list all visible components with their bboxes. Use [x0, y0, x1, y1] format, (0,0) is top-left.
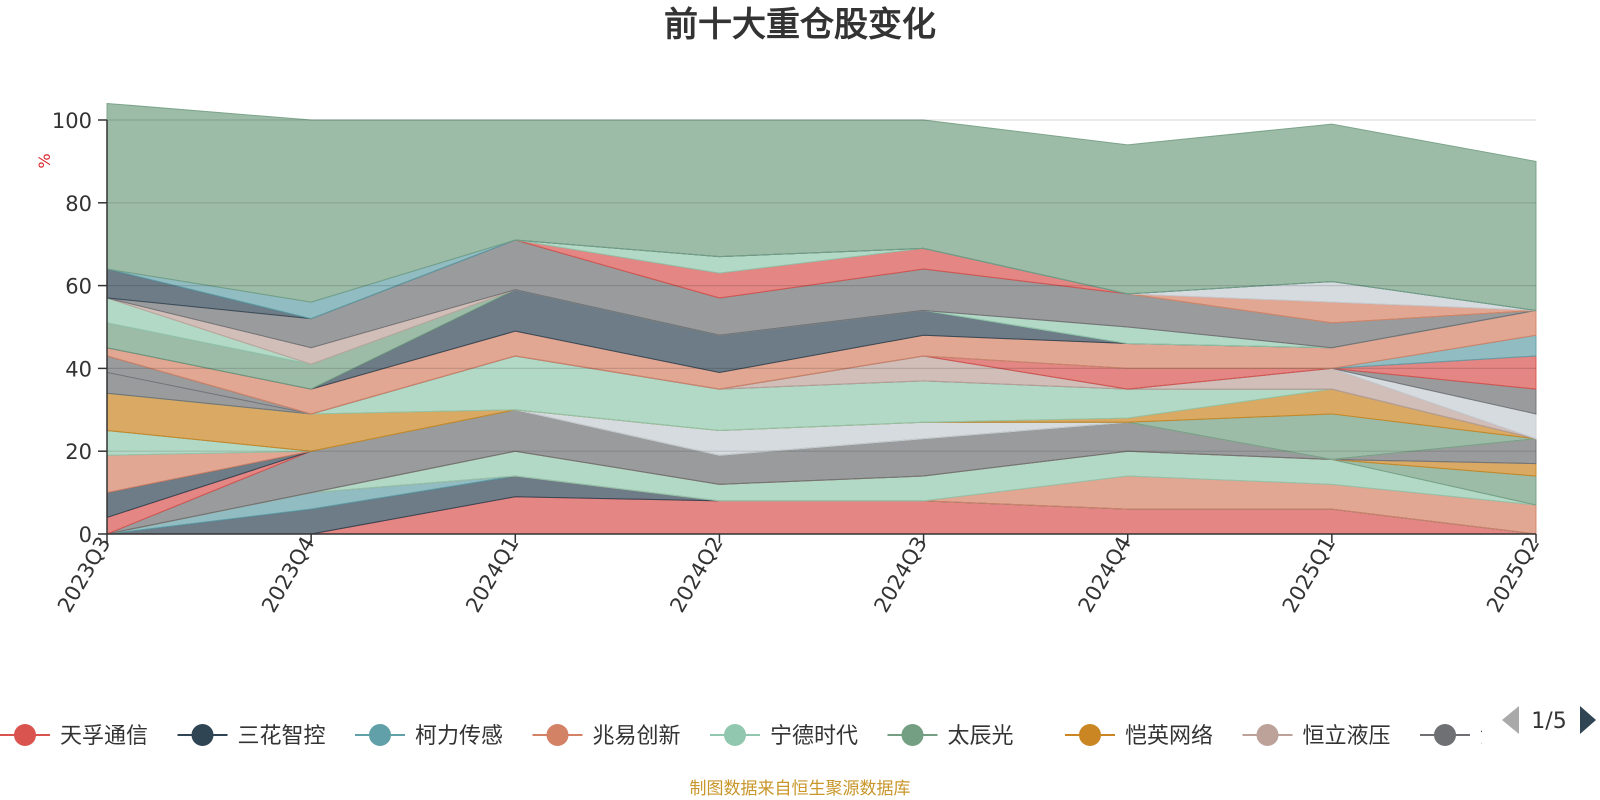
y-tick-label-0: 0 [79, 523, 92, 547]
legend-label: 太辰光 [948, 724, 1014, 749]
legend-item-8[interactable]: 恒立液压 [1242, 724, 1391, 749]
legend-next-icon[interactable] [1580, 706, 1596, 734]
legend-label: 恺英网络 [1125, 724, 1213, 749]
y-tick-label-20: 20 [65, 440, 92, 464]
legend-item-1[interactable]: 天孚通信 [0, 724, 148, 749]
legend-label: 天孚通信 [60, 724, 148, 749]
chart-title: 前十大重仓股变化 [664, 5, 936, 45]
legend-marker-icon [191, 724, 214, 746]
legend-item-2[interactable]: 三花智控 [177, 724, 326, 749]
legend-item-6[interactable]: 太辰光 [887, 724, 1014, 749]
legend-marker-icon [901, 724, 924, 746]
legend-label: 兆易创新 [593, 724, 681, 749]
legend-item-7[interactable]: 恺英网络 [1065, 724, 1213, 749]
x-tick-label-2024Q4: 2024Q4 [1074, 533, 1136, 617]
legend-page-indicator: 1/5 [1531, 709, 1566, 734]
x-tick-label-2023Q4: 2023Q4 [257, 533, 319, 617]
y-tick-label-80: 80 [65, 192, 92, 216]
legend-marker-icon [1256, 724, 1279, 746]
x-tick-label-2025Q2: 2025Q2 [1482, 533, 1544, 617]
x-tick-label-2024Q1: 2024Q1 [461, 533, 523, 617]
data-source-note: 制图数据来自恒生聚源数据库 [690, 779, 911, 799]
legend-item-4[interactable]: 兆易创新 [532, 724, 681, 749]
y-tick-label-100: 100 [52, 109, 92, 133]
legend-label: 沪电股份 [1480, 724, 1568, 749]
legend-label: 恒立液压 [1303, 724, 1391, 749]
legend-item-5[interactable]: 宁德时代 [710, 724, 858, 749]
legend-marker-icon [369, 724, 391, 746]
legend-label: 柯力传感 [415, 724, 503, 749]
legend: 天孚通信 三花智控 柯力传感 兆易创新 宁德时代 太辰光 恺英网络 恒立液压 沪电股份 [0, 724, 1568, 749]
legend-marker-icon [1434, 724, 1456, 746]
legend-items: 天孚通信 三花智控 柯力传感 兆易创新 宁德时代 太辰光 恺英网络 恒立液压 沪电股份 [0, 724, 1568, 749]
area-series-36[interactable] [106, 102, 1537, 312]
legend-label: 三花智控 [238, 724, 326, 749]
y-tick-label-40: 40 [65, 357, 92, 381]
legend-pager: 1/5 [1502, 706, 1596, 734]
legend-prev-icon[interactable] [1502, 706, 1519, 734]
area-series-group [106, 102, 1537, 535]
legend-item-9[interactable]: 沪电股份 [1420, 724, 1568, 749]
legend-label: 宁德时代 [770, 724, 858, 749]
grid-lines [107, 119, 1536, 452]
legend-marker-icon [546, 724, 569, 746]
x-tick-label-2024Q3: 2024Q3 [869, 533, 931, 617]
x-tick-label-2024Q2: 2024Q2 [665, 533, 727, 617]
y-axis-unit: % [35, 153, 54, 168]
legend-item-3[interactable]: 柯力传感 [355, 724, 503, 749]
legend-marker-icon [1079, 724, 1101, 746]
x-tick-label-2025Q1: 2025Q1 [1278, 533, 1340, 617]
legend-marker-icon [724, 724, 746, 746]
y-tick-label-60: 60 [65, 275, 92, 299]
legend-marker-icon [14, 724, 36, 746]
